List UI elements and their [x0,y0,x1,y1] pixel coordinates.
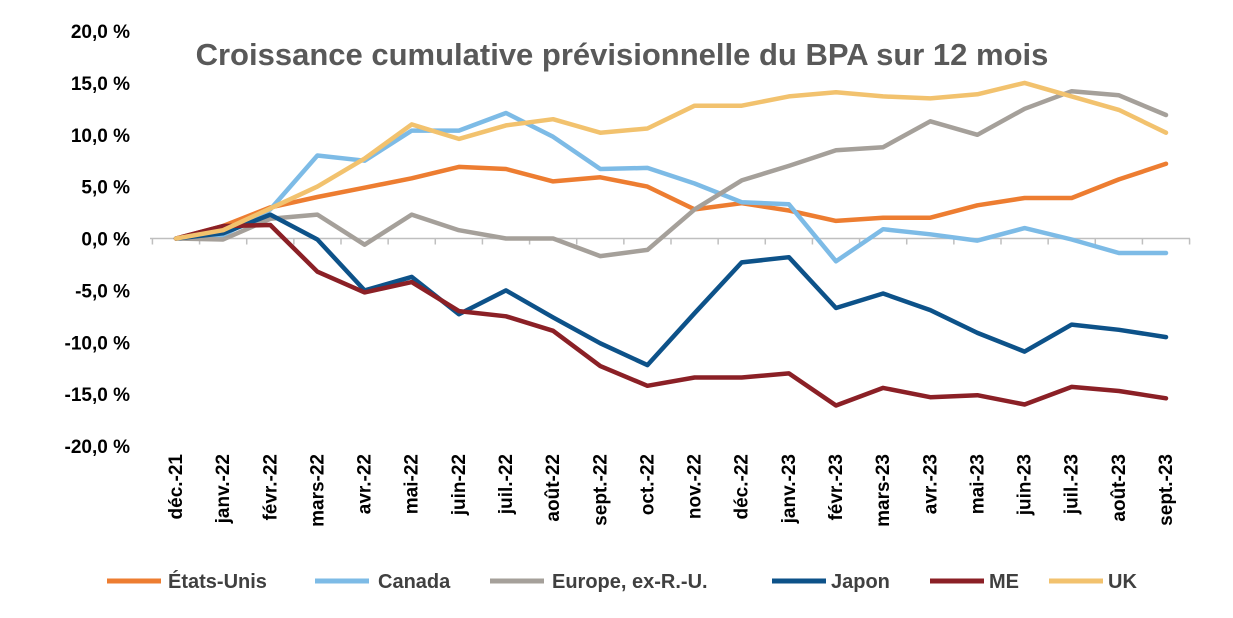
y-tick-label: -5,0 % [75,281,130,302]
y-tick-label: 5,0 % [81,178,130,199]
x-tick-label: juil.-23 [1062,454,1083,515]
x-tick-label: juin-22 [449,454,470,516]
x-tick-label: sept.-22 [590,454,611,526]
legend-label: Europe, ex-R.-U. [552,571,708,593]
series-lines [173,80,1169,408]
x-tick-label: mars-23 [873,454,894,527]
x-tick-label: janv.-23 [779,454,800,524]
series-line [173,80,1169,241]
y-axis-tick-labels: 20,0 % 15,0 % 10,0 % 5,0 % 0,0 % -5,0 % -10,0 … [65,22,131,458]
y-tick-label: -10,0 % [65,333,131,354]
legend-label: ME [989,571,1019,593]
x-tick-label: févr.-23 [826,454,847,521]
x-tick-label: juil.-22 [496,454,517,515]
x-tick-label: nov.-22 [685,454,706,519]
x-axis-tick-labels: déc.-21 janv.-22 févr.-22 mars-22 avr.-22 mai… [166,454,1177,527]
legend-label: Canada [378,571,451,593]
y-tick-label: 10,0 % [71,126,130,147]
x-tick-label: janv.-22 [213,454,234,524]
x-tick-label: avr.-22 [355,454,376,514]
y-tick-label: -15,0 % [65,385,131,406]
series-line [173,222,1169,408]
series-line [173,88,1169,259]
x-tick-label: mai-22 [402,454,423,514]
x-tick-label: déc.-21 [166,454,187,520]
series-line [173,212,1169,368]
x-tick-label: juin-23 [1015,454,1036,516]
y-tick-label: 0,0 % [81,230,130,251]
x-tick-label: oct.-22 [637,454,658,515]
y-tick-label: -20,0 % [65,437,131,458]
x-tick-label: mars-22 [307,454,328,527]
legend-label: États-Unis [168,570,267,593]
legend-label: Japon [831,571,890,593]
y-tick-label: 15,0 % [71,74,130,95]
legend-label: UK [1108,571,1137,593]
x-tick-label: déc.-22 [732,454,753,519]
series-line [173,110,1169,264]
y-tick-label: 20,0 % [71,22,130,43]
x-tick-label: févr.-22 [260,454,281,521]
x-tick-label: avr.-23 [920,454,941,514]
x-tick-label: mai-23 [967,454,988,514]
series-line [173,161,1169,241]
x-axis-ticks [151,238,1191,245]
chart-title: Croissance cumulative prévisionnelle du … [196,37,1049,72]
x-tick-label: août-22 [543,454,564,522]
legend: États-Unis Canada Europe, ex-R.-U. Japon ME U… [107,570,1137,593]
x-tick-label: sept.-23 [1156,454,1177,526]
x-tick-label: août-23 [1109,454,1130,522]
